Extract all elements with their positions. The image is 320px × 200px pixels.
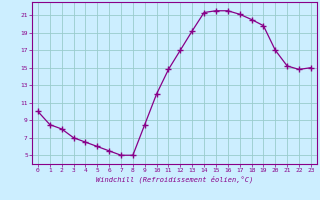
X-axis label: Windchill (Refroidissement éolien,°C): Windchill (Refroidissement éolien,°C): [96, 176, 253, 183]
